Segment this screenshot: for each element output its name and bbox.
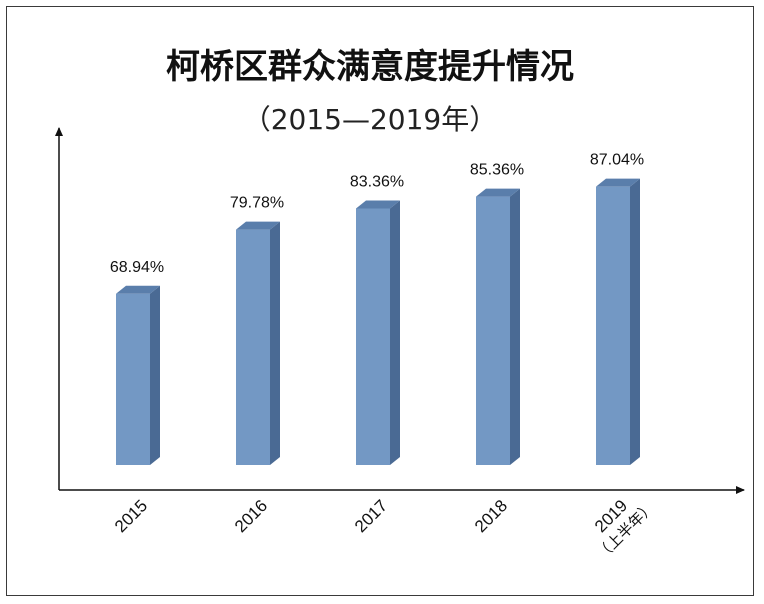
x-tick-labels-layer: 2015 2016 2017 2018 2019（上半年） (111, 496, 658, 563)
data-label: 87.04% (590, 152, 644, 169)
bar-side (510, 188, 520, 465)
x-tick: 2016 (231, 496, 271, 536)
bar-top (476, 188, 520, 197)
bar-side (390, 200, 400, 465)
x-tick: 2015 (111, 496, 151, 536)
x-tick-label: 2017 (351, 496, 391, 536)
bar-front (476, 196, 510, 465)
bar-2017 (356, 200, 400, 465)
bar-2018 (476, 188, 520, 465)
bar-top (236, 221, 280, 230)
bar-front (356, 208, 390, 465)
data-label: 85.36% (470, 162, 524, 179)
chart-subtitle: （2015—2019年） (243, 103, 498, 136)
bar-front (116, 293, 150, 465)
bar-front (236, 229, 270, 465)
x-tick-label: 2015 (111, 496, 151, 536)
x-tick: 2018 (471, 496, 511, 536)
bar-2015 (116, 285, 160, 465)
bar-side (630, 178, 640, 465)
bar-top (116, 285, 160, 294)
bar-top (356, 200, 400, 209)
chart-title: 柯桥区群众满意度提升情况 (166, 47, 574, 87)
x-tick: 2017 (351, 496, 391, 536)
data-label: 79.78% (230, 195, 284, 212)
bar-side (270, 221, 280, 465)
x-tick-label: 2018 (471, 496, 511, 536)
bars-layer (116, 178, 640, 465)
bar-2019 (596, 178, 640, 465)
data-labels-layer: 68.94% 79.78% 83.36% 85.36% 87.04% (110, 152, 644, 276)
x-tick-label: 2016 (231, 496, 271, 536)
bar-top (596, 178, 640, 187)
x-tick: 2019（上半年） (591, 496, 658, 563)
data-label: 83.36% (350, 173, 404, 190)
bar-side (150, 285, 160, 465)
data-label: 68.94% (110, 259, 164, 276)
bar-front (596, 186, 630, 465)
bar-2016 (236, 221, 280, 465)
